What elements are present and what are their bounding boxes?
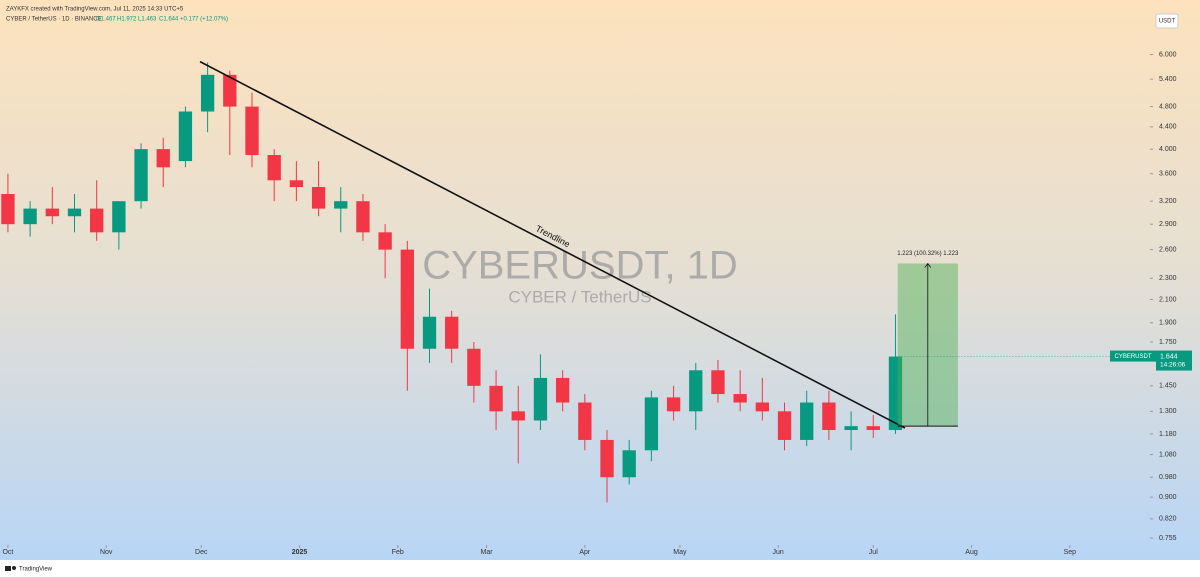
candle-body <box>445 316 459 349</box>
candle-body <box>800 402 814 440</box>
candle-body <box>533 377 548 421</box>
y-tick-label: 4.000 <box>1159 146 1177 153</box>
candle-body <box>822 402 836 431</box>
candle-body <box>289 180 304 188</box>
candle-body <box>267 155 281 181</box>
price-tag-symbol: CYBERUSDT <box>1114 354 1151 360</box>
price-tag-symbol-box <box>1110 350 1156 362</box>
watermark-sub: CYBER / TetherUS <box>508 287 651 306</box>
symbol: CYBER / TetherUS · 1D · BINANCE <box>6 17 102 23</box>
candle-body <box>245 106 259 156</box>
y-tick-label: 4.800 <box>1159 103 1177 110</box>
y-tick-label: 5.400 <box>1159 76 1177 83</box>
x-tick-label: May <box>673 549 687 556</box>
candle-body <box>733 394 747 403</box>
candle-body <box>178 111 193 162</box>
candle-body <box>489 385 503 412</box>
candle-body <box>622 450 636 478</box>
measure-label: 1.223 (100.32%) 1.223 <box>897 251 959 257</box>
currency[interactable]: USDT <box>1159 19 1176 25</box>
candle-body <box>223 74 237 107</box>
x-tick-label: Feb <box>392 549 404 556</box>
y-tick-label: 3.600 <box>1159 171 1177 178</box>
x-tick-label: Jun <box>773 549 784 556</box>
y-tick-label: 1.180 <box>1159 431 1177 438</box>
candle-body <box>422 316 437 349</box>
candle-body <box>578 402 592 440</box>
candle-body <box>644 397 659 451</box>
x-tick-label: Aug <box>965 549 978 556</box>
candle-body <box>334 201 348 209</box>
price-tag-countdown: 14:26:06 <box>1160 361 1186 368</box>
x-tick-label: Oct <box>2 549 13 556</box>
change: +0.177 (+12.07%) <box>180 17 228 23</box>
candle-body <box>689 370 703 412</box>
candle-body <box>90 208 104 233</box>
candle-body <box>467 348 481 386</box>
candle-body <box>45 208 59 217</box>
candle-body <box>134 149 148 202</box>
y-tick-label: 1.300 <box>1159 408 1177 415</box>
y-tick-label: 6.000 <box>1159 51 1177 58</box>
candle-body <box>23 208 37 225</box>
candle-body <box>156 149 170 168</box>
y-tick-label: 1.900 <box>1159 320 1177 327</box>
candle-body <box>711 370 725 395</box>
footer: TradingView <box>19 567 53 573</box>
candle-body <box>866 426 880 431</box>
author: ZAYKFX created with TradingView.com, Jul… <box>6 7 184 13</box>
background <box>0 0 1200 560</box>
y-tick-label: 0.755 <box>1159 535 1177 542</box>
candle-body <box>112 201 126 233</box>
y-tick-label: 1.080 <box>1159 451 1177 458</box>
candle-body <box>400 249 414 349</box>
y-tick-label: 1.750 <box>1159 339 1177 346</box>
candle-body <box>311 187 326 209</box>
watermark: CYBERUSDT, 1D <box>422 244 738 288</box>
x-tick-label: 2025 <box>292 549 308 556</box>
candle-body <box>200 74 215 112</box>
candle-body <box>356 201 370 233</box>
x-tick-label: Mar <box>481 549 494 556</box>
trendline <box>199 60 906 429</box>
candle-body <box>555 377 570 403</box>
x-tick-label: Nov <box>100 549 113 556</box>
y-tick-label: 2.600 <box>1159 246 1177 253</box>
ohlc-legend: CYBER / TetherUS · 1D · BINANCE O1.467 H… <box>6 17 228 23</box>
y-tick-label: 0.820 <box>1159 516 1177 523</box>
candle-body <box>666 397 681 412</box>
x-tick-label: Jul <box>869 549 878 556</box>
x-tick-label: Dec <box>195 549 208 556</box>
footer-bar <box>0 560 1200 577</box>
y-tick-label: 3.200 <box>1159 198 1177 205</box>
x-tick-label: Sep <box>1064 549 1077 556</box>
measure-arrow-head <box>924 262 932 268</box>
y-tick-label: 1.450 <box>1159 383 1177 390</box>
y-tick-label: 0.980 <box>1159 474 1177 481</box>
candle-body <box>378 232 392 250</box>
candle-body <box>888 356 903 431</box>
candle-body <box>600 439 614 478</box>
open: O1.467 <box>96 17 116 23</box>
candle-body <box>755 402 769 412</box>
y-tick-label: 2.900 <box>1159 221 1177 228</box>
currency-box[interactable] <box>1155 13 1179 29</box>
y-tick-label: 2.300 <box>1159 275 1177 282</box>
y-tick-label: 4.400 <box>1159 124 1177 131</box>
candle-body <box>67 208 82 217</box>
candle-body <box>511 411 525 421</box>
low: L1.463 <box>138 17 157 23</box>
high: H1.972 <box>117 17 137 23</box>
price-tag-price: 1.644 <box>1160 353 1178 360</box>
y-tick-label: 0.900 <box>1159 494 1177 501</box>
candle-body <box>777 411 792 440</box>
price-tag-box <box>1156 350 1192 371</box>
candle-body <box>1 194 15 225</box>
close: C1.644 <box>159 17 179 23</box>
y-tick-label: 2.100 <box>1159 296 1177 303</box>
candle-body <box>844 426 858 431</box>
x-tick-label: Apr <box>579 549 591 556</box>
footer-logo <box>5 566 16 571</box>
